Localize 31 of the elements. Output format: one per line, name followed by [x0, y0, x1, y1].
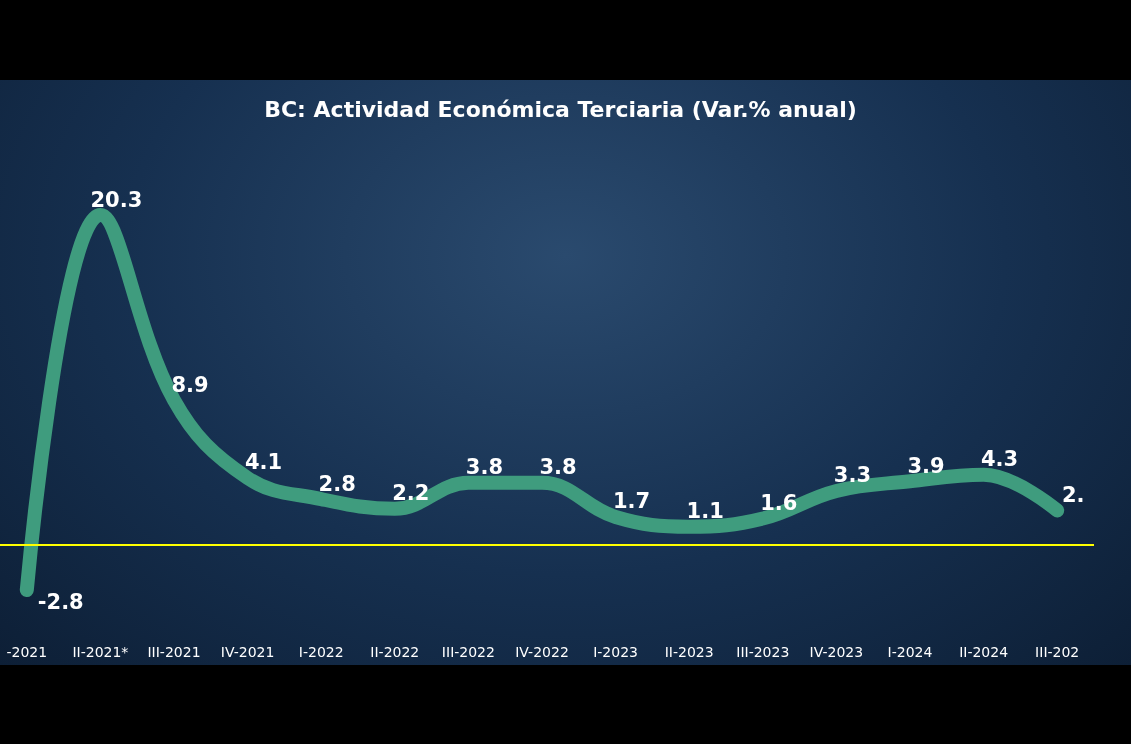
data-label: 20.3: [90, 187, 143, 212]
x-tick-label: -2021: [6, 644, 48, 660]
x-tick-label: III-202: [1035, 644, 1080, 660]
x-tick-label: II-2024: [959, 644, 1009, 660]
chart-title: BC: Actividad Económica Terciaria (Var.% anual): [264, 96, 857, 122]
x-tick-label: II-2022: [370, 644, 420, 660]
x-tick-label: I-2022: [298, 644, 344, 660]
data-label: 3.9: [907, 453, 945, 478]
x-tick-label: I-2023: [593, 644, 639, 660]
data-label: 3.8: [539, 455, 577, 480]
data-label: -2.8: [37, 590, 84, 614]
data-label: 1.7: [613, 489, 651, 514]
x-tick-label: III-2021: [147, 644, 201, 660]
data-label: 2.: [1061, 482, 1085, 507]
x-tick-label: II-2023: [664, 644, 714, 660]
data-label: 2.2: [392, 481, 430, 506]
data-label: 3.8: [465, 455, 503, 480]
data-label: 4.1: [245, 450, 283, 475]
data-label: 1.1: [686, 499, 724, 524]
data-label: 8.9: [171, 372, 209, 397]
x-tick-label: I-2024: [887, 644, 933, 660]
x-tick-label: III-2023: [736, 644, 790, 660]
data-label: 4.3: [981, 447, 1019, 472]
data-label: 2.8: [318, 471, 356, 496]
x-tick-label: IV-2021: [220, 644, 275, 660]
x-tick-label: IV-2022: [515, 644, 569, 660]
x-tick-label: III-2022: [441, 644, 495, 660]
data-label: 3.3: [833, 463, 871, 488]
data-label: 1.6: [760, 491, 798, 516]
x-tick-label: IV-2023: [809, 644, 864, 660]
x-tick-label: II-2021*: [72, 644, 129, 660]
